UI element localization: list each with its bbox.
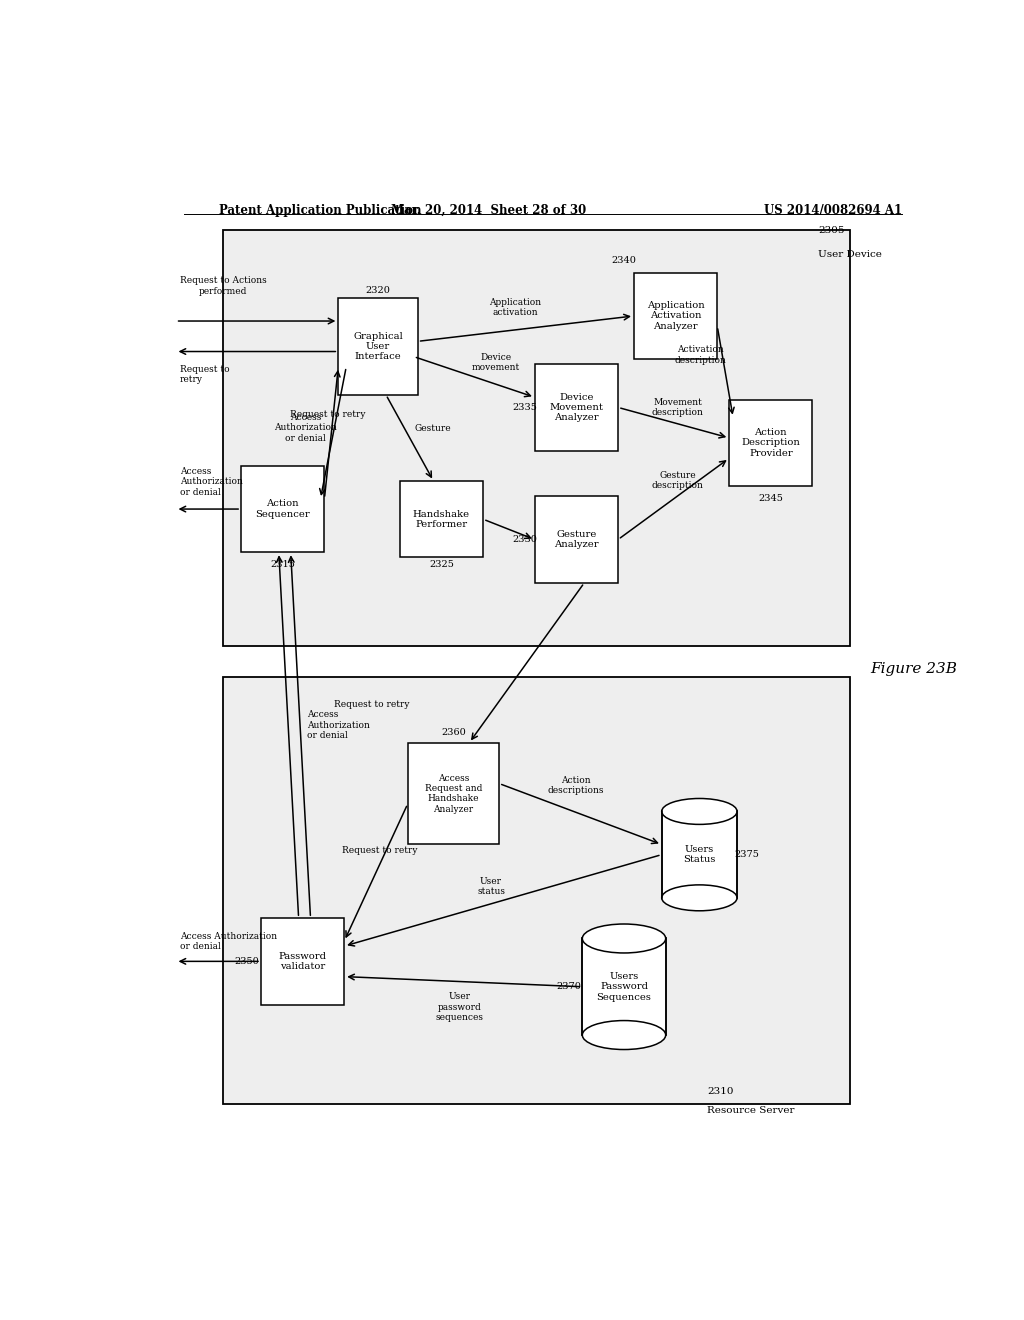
Text: Request to
retry: Request to retry (179, 364, 229, 384)
Text: Device
movement: Device movement (472, 352, 520, 372)
Text: Access
Authorization
or denial: Access Authorization or denial (274, 413, 337, 442)
Text: User
password
sequences: User password sequences (435, 993, 483, 1022)
Text: 2310: 2310 (708, 1086, 734, 1096)
Text: 2340: 2340 (611, 256, 637, 264)
Text: Users
Password
Sequences: Users Password Sequences (597, 972, 651, 1002)
Bar (338, 298, 418, 395)
Bar (583, 939, 666, 1035)
Text: 2320: 2320 (366, 286, 390, 296)
Text: Password
validator: Password validator (279, 952, 327, 972)
Ellipse shape (662, 799, 737, 825)
Text: Patent Application Publication: Patent Application Publication (219, 205, 422, 216)
Text: Figure 23B: Figure 23B (870, 661, 957, 676)
Text: Request to Actions
performed: Request to Actions performed (179, 276, 266, 296)
Bar (399, 480, 483, 557)
Text: Users
Status: Users Status (683, 845, 716, 865)
Ellipse shape (583, 1020, 666, 1049)
Text: 2315: 2315 (270, 561, 295, 569)
Bar (241, 466, 325, 552)
Ellipse shape (583, 924, 666, 953)
Text: Request to retry: Request to retry (290, 411, 366, 418)
Text: US 2014/0082694 A1: US 2014/0082694 A1 (764, 205, 902, 216)
Text: 2360: 2360 (441, 729, 466, 737)
Text: Application
Activation
Analyzer: Application Activation Analyzer (647, 301, 705, 331)
Text: Action
Description
Provider: Action Description Provider (741, 428, 800, 458)
Text: 2370: 2370 (556, 982, 581, 991)
Text: Access
Authorization
or denial: Access Authorization or denial (179, 467, 243, 496)
Text: 2305: 2305 (818, 226, 845, 235)
Bar (535, 496, 618, 582)
Text: 2335: 2335 (512, 403, 538, 412)
Text: 2345: 2345 (759, 495, 783, 503)
Bar (223, 677, 850, 1104)
Bar (535, 364, 618, 450)
Text: Graphical
User
Interface: Graphical User Interface (353, 331, 402, 362)
Bar (408, 743, 499, 845)
Text: Resource Server: Resource Server (708, 1106, 795, 1114)
Text: Action
Sequencer: Action Sequencer (255, 499, 310, 519)
Text: Handshake
Performer: Handshake Performer (413, 510, 470, 529)
Text: User Device: User Device (818, 249, 883, 259)
Bar (261, 919, 344, 1005)
Text: 2330: 2330 (512, 535, 538, 544)
Text: Device
Movement
Analyzer: Device Movement Analyzer (550, 392, 603, 422)
Text: Movement
description: Movement description (651, 397, 703, 417)
Text: Request to retry: Request to retry (342, 846, 418, 854)
Text: User
status: User status (477, 876, 505, 896)
Bar (729, 400, 812, 486)
Text: Gesture
Analyzer: Gesture Analyzer (554, 529, 599, 549)
Bar (634, 273, 717, 359)
Text: Gesture: Gesture (415, 424, 451, 433)
Text: Action
descriptions: Action descriptions (548, 776, 604, 795)
Text: Mar. 20, 2014  Sheet 28 of 30: Mar. 20, 2014 Sheet 28 of 30 (391, 205, 587, 216)
Bar (223, 230, 850, 647)
Text: Access
Authorization
or denial: Access Authorization or denial (306, 710, 370, 741)
Bar (662, 812, 737, 898)
Ellipse shape (662, 884, 737, 911)
Text: Gesture
description: Gesture description (651, 471, 703, 490)
Text: Activation
description: Activation description (675, 346, 726, 364)
Text: Application
activation: Application activation (488, 298, 541, 317)
Text: 2375: 2375 (734, 850, 760, 859)
Text: Request to retry: Request to retry (334, 700, 410, 709)
Text: 2350: 2350 (234, 957, 259, 966)
Text: 2325: 2325 (429, 561, 454, 569)
Text: Access
Request and
Handshake
Analyzer: Access Request and Handshake Analyzer (425, 774, 482, 813)
Text: Access Authorization
or denial: Access Authorization or denial (179, 932, 276, 952)
